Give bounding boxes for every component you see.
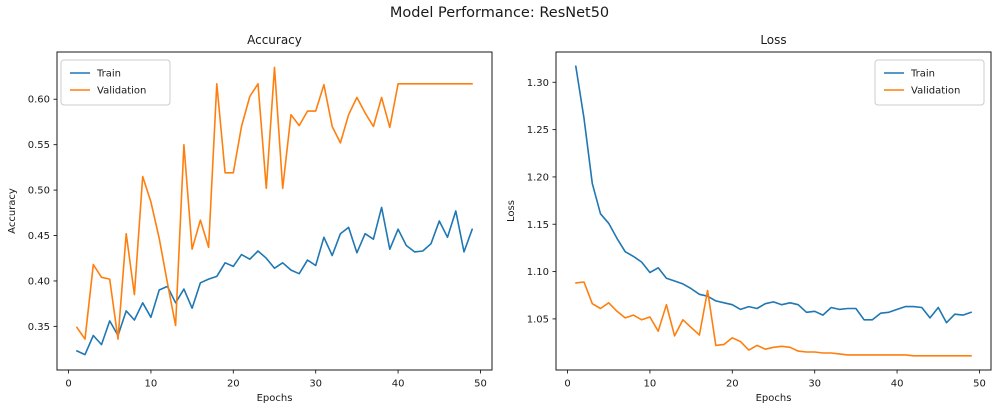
x-tick-label: 40 [891,379,904,390]
axes-title: Accuracy [247,33,302,47]
y-tick-label: 1.25 [527,125,549,136]
y-tick-label: 0.50 [28,186,50,197]
x-tick-label: 20 [726,379,739,390]
x-tick-label: 20 [227,379,240,390]
y-tick-label: 1.20 [527,172,549,183]
y-tick-label: 1.10 [527,267,549,278]
y-tick-label: 0.60 [28,95,50,106]
y-tick-label: 1.30 [527,78,549,89]
legend-box [60,59,171,106]
x-tick-label: 50 [474,379,487,390]
axes-frame [555,51,992,371]
x-tick-label: 40 [392,379,405,390]
legend-validation-label: Validation [911,86,960,97]
legend-validation-label: Validation [97,86,146,97]
axes-frame [56,51,493,371]
y-axis-label: Accuracy [7,188,18,234]
figure-title: Model Performance: ResNet50 [389,5,610,21]
y-tick-label: 0.35 [28,322,50,333]
legend-train-label: Train [910,69,935,80]
y-tick-label: 0.55 [28,140,50,151]
x-tick-label: 10 [644,379,657,390]
y-tick-label: 1.05 [527,314,549,325]
x-axis-label: Epochs [257,393,293,404]
x-tick-label: 10 [145,379,158,390]
train-line [76,206,474,356]
train-line [574,65,973,324]
y-axis-label: Loss [506,200,517,222]
axes-title: Loss [760,33,786,47]
x-tick-label: 50 [973,379,986,390]
y-tick-label: 0.40 [28,276,50,287]
x-tick-label: 30 [808,379,821,390]
legend-box [874,59,985,106]
y-tick-label: 0.45 [28,231,50,242]
validation-line [76,66,474,340]
x-tick-label: 30 [309,379,322,390]
legend-train-label: Train [96,69,121,80]
x-tick-label: 0 [564,379,570,390]
x-axis-label: Epochs [756,393,792,404]
x-tick-label: 0 [65,379,71,390]
validation-line [574,281,973,357]
y-tick-label: 1.15 [527,220,549,231]
